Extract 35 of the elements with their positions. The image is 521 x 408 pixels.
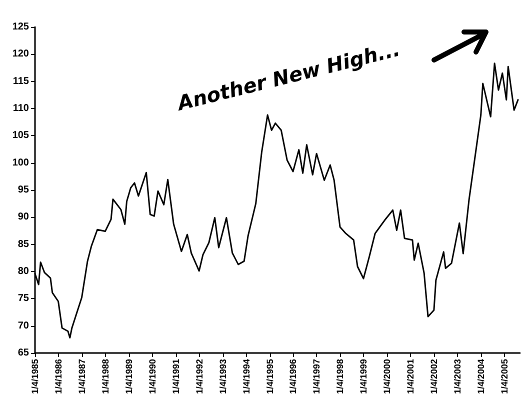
y-tick-label: 80 bbox=[18, 266, 30, 277]
x-tick-label: 1/4/2001 bbox=[406, 359, 416, 394]
x-tick-label: 1/4/1991 bbox=[170, 359, 181, 394]
x-tick-label: 1/4/2005 bbox=[500, 359, 510, 394]
x-tick-label: 1/4/1989 bbox=[124, 359, 134, 394]
y-tick-label: 125 bbox=[12, 22, 30, 32]
x-tick-label: 1/4/1990 bbox=[147, 359, 158, 394]
x-tick-label: 1/4/1987 bbox=[76, 359, 87, 394]
y-tick-label: 115 bbox=[12, 76, 30, 87]
y-tick-label: 100 bbox=[12, 157, 30, 168]
x-tick-label: 1/4/2000 bbox=[382, 359, 392, 394]
annotation: Another New High... bbox=[175, 36, 402, 116]
y-tick-label: 110 bbox=[12, 103, 30, 114]
y-tick-label: 120 bbox=[12, 48, 30, 60]
x-tick-label: 1/4/1994 bbox=[241, 359, 252, 394]
y-tick-label: 85 bbox=[18, 238, 30, 250]
y-tick-label: 75 bbox=[18, 293, 30, 304]
x-tick-label: 1/4/1985 bbox=[30, 359, 40, 394]
x-tick-label: 1/4/1997 bbox=[312, 359, 322, 394]
x-tick-label: 1/4/1988 bbox=[100, 359, 110, 394]
x-tick-label: 1/4/2004 bbox=[476, 359, 486, 394]
y-tick-label: 95 bbox=[18, 184, 30, 196]
x-tick-label: 1/4/1999 bbox=[358, 359, 369, 394]
x-tick-label: 1/4/1996 bbox=[288, 359, 298, 394]
y-tick-label: 65 bbox=[18, 348, 30, 358]
x-tick-label: 1/4/1998 bbox=[335, 359, 346, 394]
x-tick-label: 1/4/2003 bbox=[452, 359, 463, 394]
x-tick-label: 1/4/1995 bbox=[264, 359, 275, 394]
y-tick-label: 90 bbox=[18, 212, 30, 223]
x-tick-label: 1/4/1993 bbox=[218, 359, 228, 394]
x-tick-label: 1/4/1992 bbox=[194, 359, 204, 394]
x-tick-label: 1/4/1986 bbox=[53, 359, 64, 394]
y-tick-label: 105 bbox=[12, 130, 30, 142]
y-tick-label: 70 bbox=[18, 320, 30, 332]
x-tick-label: 1/4/2002 bbox=[429, 359, 440, 394]
